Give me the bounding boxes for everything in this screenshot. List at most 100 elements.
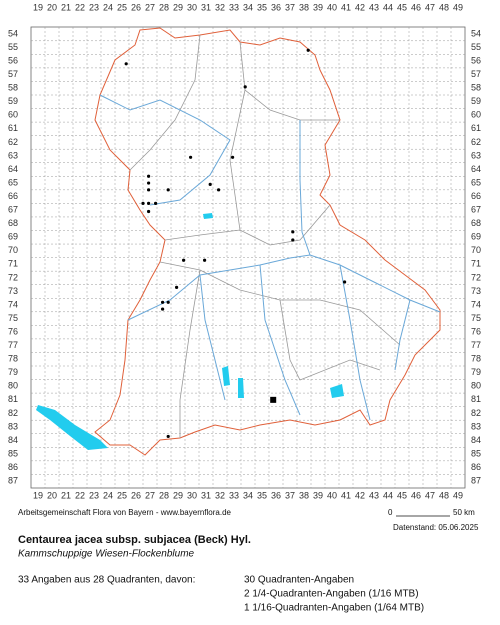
lake-chiemsee xyxy=(330,384,344,398)
y-label-right: 57 xyxy=(471,69,481,79)
y-label-left: 77 xyxy=(8,340,18,350)
x-label-bottom: 21 xyxy=(61,490,71,500)
x-label-bottom: 22 xyxy=(75,490,85,500)
x-label-top: 24 xyxy=(103,2,113,12)
y-label-left: 61 xyxy=(8,123,18,133)
y-label-right: 60 xyxy=(471,110,481,120)
y-label-left: 86 xyxy=(8,462,18,472)
y-label-right: 56 xyxy=(471,55,481,65)
record-dot xyxy=(217,188,221,192)
y-label-left: 87 xyxy=(8,476,18,486)
x-label-bottom: 37 xyxy=(285,490,295,500)
y-label-right: 78 xyxy=(471,354,481,364)
x-label-top: 28 xyxy=(159,2,169,12)
x-label-bottom: 40 xyxy=(327,490,337,500)
x-label-top: 23 xyxy=(89,2,99,12)
y-label-left: 54 xyxy=(8,28,18,38)
record-dot xyxy=(291,230,295,234)
y-label-left: 58 xyxy=(8,83,18,93)
x-label-top: 26 xyxy=(131,2,141,12)
x-label-bottom: 28 xyxy=(159,490,169,500)
x-label-bottom: 29 xyxy=(173,490,183,500)
y-label-right: 64 xyxy=(471,164,481,174)
y-label-right: 54 xyxy=(471,28,481,38)
y-label-right: 55 xyxy=(471,42,481,52)
x-label-bottom: 45 xyxy=(397,490,407,500)
y-label-left: 60 xyxy=(8,110,18,120)
x-label-bottom: 27 xyxy=(145,490,155,500)
x-label-bottom: 49 xyxy=(453,490,463,500)
record-square xyxy=(270,396,277,403)
y-label-right: 72 xyxy=(471,272,481,282)
x-label-top: 49 xyxy=(453,2,463,12)
x-label-bottom: 47 xyxy=(425,490,435,500)
y-label-left: 62 xyxy=(8,137,18,147)
y-label-left: 84 xyxy=(8,435,18,445)
record-dot xyxy=(166,188,170,192)
record-dot xyxy=(147,174,151,178)
x-label-bottom: 42 xyxy=(355,490,365,500)
x-label-top: 19 xyxy=(33,2,43,12)
record-dot xyxy=(147,181,151,185)
y-label-right: 71 xyxy=(471,259,481,269)
x-label-top: 39 xyxy=(313,2,323,12)
y-label-left: 68 xyxy=(8,218,18,228)
records xyxy=(124,48,347,439)
y-label-right: 65 xyxy=(471,177,481,187)
x-label-top: 29 xyxy=(173,2,183,12)
summary: 33 Angaben aus 28 Quadranten, davon: xyxy=(18,575,195,586)
y-label-right: 70 xyxy=(471,245,481,255)
x-label-top: 31 xyxy=(201,2,211,12)
y-label-left: 72 xyxy=(8,272,18,282)
y-label-right: 83 xyxy=(471,421,481,431)
legend-entry: 1 1/16-Quadranten-Angaben (1/64 MTB) xyxy=(244,603,424,614)
y-label-right: 61 xyxy=(471,123,481,133)
record-dot xyxy=(182,258,186,262)
x-label-bottom: 33 xyxy=(229,490,239,500)
bavaria-outline xyxy=(94,27,441,456)
subtitle: Kammschuppige Wiesen-Flockenblume xyxy=(18,549,195,560)
x-label-top: 27 xyxy=(145,2,155,12)
credit: Arbeitsgemeinschaft Flora von Bayern - w… xyxy=(18,508,232,517)
y-label-left: 65 xyxy=(8,177,18,187)
y-label-left: 73 xyxy=(8,286,18,296)
x-label-bottom: 41 xyxy=(341,490,351,500)
y-label-right: 82 xyxy=(471,408,481,418)
x-label-top: 43 xyxy=(369,2,379,12)
x-label-top: 48 xyxy=(439,2,449,12)
y-label-right: 85 xyxy=(471,448,481,458)
x-label-top: 34 xyxy=(243,2,253,12)
record-dot xyxy=(161,307,165,311)
y-label-left: 83 xyxy=(8,421,18,431)
y-label-left: 75 xyxy=(8,313,18,323)
lake-brombach xyxy=(203,213,213,219)
record-dot xyxy=(243,85,247,89)
y-label-right: 77 xyxy=(471,340,481,350)
y-label-left: 85 xyxy=(8,448,18,458)
record-dot xyxy=(306,48,310,52)
y-label-right: 69 xyxy=(471,232,481,242)
x-label-bottom: 25 xyxy=(117,490,127,500)
x-label-top: 45 xyxy=(397,2,407,12)
y-label-left: 69 xyxy=(8,232,18,242)
y-label-left: 64 xyxy=(8,164,18,174)
y-label-left: 66 xyxy=(8,191,18,201)
x-label-top: 30 xyxy=(187,2,197,12)
legend-entry: 2 1/4-Quadranten-Angaben (1/16 MTB) xyxy=(244,589,419,600)
record-dot xyxy=(166,300,170,304)
y-label-left: 67 xyxy=(8,205,18,215)
x-label-bottom: 34 xyxy=(243,490,253,500)
y-label-right: 66 xyxy=(471,191,481,201)
y-label-right: 81 xyxy=(471,394,481,404)
x-label-bottom: 24 xyxy=(103,490,113,500)
x-label-bottom: 20 xyxy=(47,490,57,500)
x-label-top: 36 xyxy=(271,2,281,12)
y-label-left: 56 xyxy=(8,55,18,65)
y-label-right: 76 xyxy=(471,326,481,336)
y-label-right: 75 xyxy=(471,313,481,323)
record-dot xyxy=(141,201,145,205)
x-label-bottom: 30 xyxy=(187,490,197,500)
x-label-top: 44 xyxy=(383,2,393,12)
x-label-bottom: 39 xyxy=(313,490,323,500)
